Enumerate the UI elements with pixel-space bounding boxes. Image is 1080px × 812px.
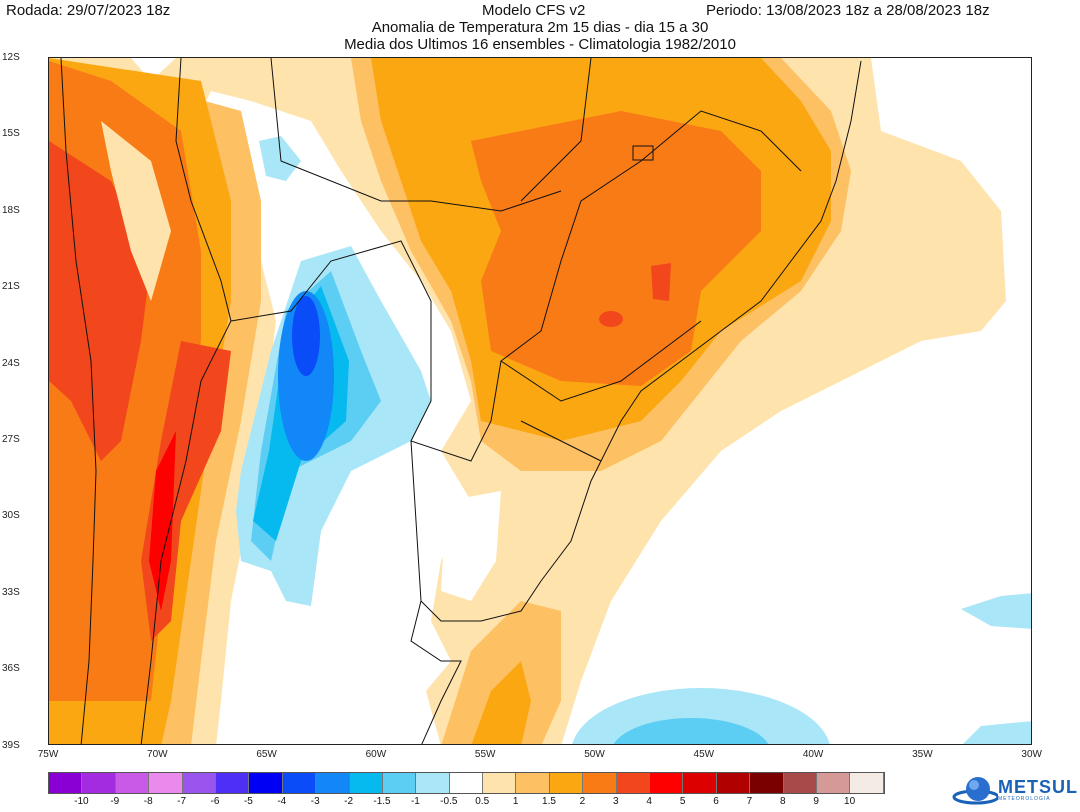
colorbar-label: 10 xyxy=(844,796,856,807)
lat-tick-label: 36S xyxy=(2,663,20,675)
lon-tick-label: 30W xyxy=(1021,749,1042,760)
globe-logo-icon xyxy=(952,777,998,805)
colorbar-label: -1 xyxy=(410,796,420,807)
colorbar-label: 3 xyxy=(613,796,619,807)
lat-tick-label: 27S xyxy=(2,434,20,445)
lat-tick-label: 24S xyxy=(2,357,20,369)
colorbar-swatch xyxy=(449,773,484,793)
lat-tick-label: 12S xyxy=(2,52,20,63)
colorbar-label: 2 xyxy=(579,796,586,807)
colorbar-label: -9 xyxy=(110,796,120,807)
map-subtitle: Media dos Ultimos 16 ensembles - Climato… xyxy=(344,36,736,53)
colorbar-swatch xyxy=(783,773,817,793)
colorbar-swatch xyxy=(349,773,383,793)
colorbar-swatch xyxy=(516,773,550,793)
lat-tick-label: 30S xyxy=(2,510,20,522)
colorbar-label: -0.5 xyxy=(440,796,458,807)
logo-tagline: METEOROLOGIA xyxy=(998,796,1051,802)
anomaly-field xyxy=(49,58,1031,744)
colorbar-label: 8 xyxy=(780,796,786,807)
colorbar-label: 0.5 xyxy=(475,796,490,807)
colorbar-label: 7 xyxy=(746,796,753,807)
colorbar-swatch xyxy=(650,773,684,793)
colorbar-label: -1.5 xyxy=(373,796,391,807)
lon-tick-label: 60W xyxy=(365,749,387,760)
colorbar-swatch xyxy=(115,773,150,793)
forecast-period: Periodo: 13/08/2023 18z a 28/08/2023 18z xyxy=(706,2,990,19)
anomaly-2-3 xyxy=(471,111,761,386)
lon-tick-label: 40W xyxy=(802,749,824,760)
metsul-logo: METSUL METEOROLOGIA xyxy=(952,775,1078,805)
anomaly-neg-3-4 xyxy=(292,296,320,376)
lon-tick-label: 75W xyxy=(37,749,59,760)
colorbar-label: -5 xyxy=(243,796,253,807)
lon-tick-label: 55W xyxy=(474,749,496,760)
colorbar-swatch xyxy=(750,773,784,793)
colorbar-swatch xyxy=(483,773,517,793)
colorbar-label: -3 xyxy=(310,796,320,807)
lat-tick-label: 18S xyxy=(2,204,20,216)
colorbar-label: 6 xyxy=(713,796,719,807)
anomaly-4-5 xyxy=(149,431,176,611)
lat-tick-label: 21S xyxy=(2,281,20,293)
lon-tick-label: 50W xyxy=(584,749,605,760)
colorbar-swatch xyxy=(215,773,250,793)
colorbar-swatch xyxy=(583,773,617,793)
run-date: Rodada: 29/07/2023 18z xyxy=(6,2,171,19)
colorbar-swatch xyxy=(49,773,83,793)
lon-tick-label: 35W xyxy=(912,749,933,760)
colorbar xyxy=(48,772,885,794)
colorbar-label: -8 xyxy=(143,796,153,807)
temperature-anomaly-map xyxy=(48,57,1032,745)
lat-tick-label: 39S xyxy=(2,739,20,751)
anomaly-3-4 xyxy=(651,263,671,301)
colorbar-swatch xyxy=(182,773,216,793)
colorbar-label: -2 xyxy=(344,796,354,807)
colorbar-swatch xyxy=(816,773,851,793)
coastlines-borders xyxy=(60,58,862,744)
colorbar-swatch xyxy=(282,773,317,793)
colorbar-label: 9 xyxy=(813,796,819,807)
lon-tick-label: 65W xyxy=(256,749,277,760)
lat-tick-label: 33S xyxy=(2,586,20,598)
lat-tick-label: 15S xyxy=(2,128,20,140)
colorbar-swatch xyxy=(716,773,751,793)
logo-name: METSUL xyxy=(998,777,1078,797)
colorbar-label: -6 xyxy=(210,796,220,807)
colorbar-swatch xyxy=(249,773,283,793)
lon-tick-label: 70W xyxy=(147,749,168,760)
colorbar-swatch xyxy=(382,773,417,793)
colorbar-swatch xyxy=(616,773,651,793)
colorbar-swatch xyxy=(149,773,183,793)
colorbar-label: 1 xyxy=(512,796,519,807)
colorbar-label: -4 xyxy=(277,796,287,807)
colorbar-swatch xyxy=(316,773,350,793)
colorbar-label: 1.5 xyxy=(542,796,556,807)
lon-tick-label: 45W xyxy=(693,749,715,760)
colorbar-label: -7 xyxy=(177,796,187,807)
map-title: Anomalia de Temperatura 2m 15 dias - dia… xyxy=(371,19,709,36)
colorbar-swatch xyxy=(416,773,450,793)
colorbar-label: 5 xyxy=(679,796,686,807)
colorbar-label: 4 xyxy=(646,796,652,807)
colorbar-swatch xyxy=(549,773,584,793)
model-name: Modelo CFS v2 xyxy=(482,2,586,19)
colorbar-swatch xyxy=(850,773,884,793)
colorbar-swatch xyxy=(683,773,717,793)
colorbar-swatch xyxy=(82,773,116,793)
colorbar-label: -10 xyxy=(74,796,89,807)
